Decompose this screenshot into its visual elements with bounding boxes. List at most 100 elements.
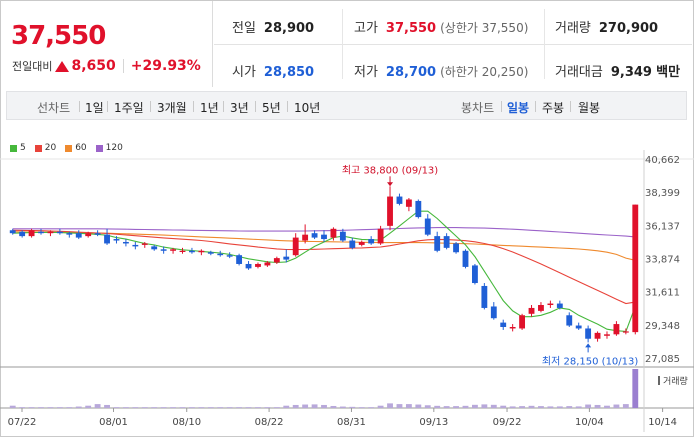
volume-bar bbox=[104, 404, 110, 408]
volume-bar bbox=[94, 404, 101, 408]
divider bbox=[79, 101, 80, 112]
stat-label: 저가 bbox=[354, 65, 378, 80]
divider bbox=[223, 101, 224, 112]
volume-bar bbox=[405, 404, 412, 408]
volume-bar bbox=[509, 406, 516, 408]
quote-stats: 전일 28,900 고가 37,550 (상한가 37,550) 거래량 270,900… bbox=[214, 1, 692, 87]
stat-open: 시가 28,850 bbox=[232, 61, 314, 80]
volume-bar bbox=[38, 407, 44, 408]
legend-swatch bbox=[10, 144, 17, 152]
candle-body bbox=[321, 234, 327, 240]
candle-body bbox=[424, 218, 431, 235]
volume-bar bbox=[66, 407, 73, 408]
ma20-line bbox=[12, 229, 636, 305]
x-tick-label: 10/04 bbox=[575, 417, 604, 428]
volume-bar bbox=[368, 407, 375, 408]
volume-bar bbox=[179, 407, 186, 408]
volume-bar bbox=[113, 407, 120, 408]
y-tick-label: 29,348 bbox=[645, 321, 680, 332]
candle-weekly[interactable]: 주봉 bbox=[542, 101, 565, 115]
volume-bar bbox=[198, 407, 205, 408]
volume-bar bbox=[19, 407, 26, 408]
low-annotation: 최저 28,150 (10/13) bbox=[542, 355, 638, 367]
candle-daily[interactable]: 일봉 bbox=[507, 101, 530, 115]
stat-value: 28,700 bbox=[385, 65, 437, 80]
change-row: 전일대비 8,650 +29.93% bbox=[12, 58, 201, 74]
candle-monthly[interactable]: 월봉 bbox=[578, 101, 601, 115]
divider bbox=[107, 101, 108, 112]
volume-bar bbox=[538, 406, 544, 408]
candle-body bbox=[509, 327, 516, 329]
volume-bar bbox=[207, 407, 214, 408]
range-3m[interactable]: 3개월 bbox=[157, 101, 187, 115]
volume-bar bbox=[434, 405, 441, 408]
legend-label: 20 bbox=[44, 143, 57, 153]
divider bbox=[501, 101, 502, 112]
volume-bar bbox=[377, 405, 384, 408]
range-1y[interactable]: 1년 bbox=[200, 101, 219, 115]
divider bbox=[122, 59, 124, 73]
volume-bar bbox=[85, 405, 92, 408]
stat-prev-close: 전일 28,900 bbox=[232, 17, 314, 36]
legend-ma20: 20 bbox=[34, 143, 57, 153]
volume-bar bbox=[47, 407, 54, 408]
candle-body bbox=[368, 239, 375, 244]
volume-bar bbox=[585, 404, 592, 408]
up-arrow-icon bbox=[55, 60, 70, 72]
line-chart-label[interactable]: 선차트 bbox=[37, 101, 71, 115]
volume-bar bbox=[358, 407, 365, 408]
candle-body bbox=[481, 285, 488, 308]
range-1w[interactable]: 1주일 bbox=[114, 101, 144, 115]
lower-limit: (하한가 20,250) bbox=[440, 65, 529, 79]
change-value: 8,650 bbox=[71, 58, 116, 74]
x-tick-label: 10/14 bbox=[648, 417, 677, 428]
stat-high: 고가 37,550 (상한가 37,550) bbox=[354, 17, 528, 36]
range-10y[interactable]: 10년 bbox=[294, 101, 321, 115]
y-tick-label: 27,085 bbox=[645, 354, 680, 365]
candle-body bbox=[9, 230, 16, 234]
volume-bar bbox=[141, 407, 148, 408]
ma-legend: 5 20 60 120 bbox=[10, 143, 132, 153]
legend-ma60: 60 bbox=[65, 143, 87, 153]
x-tick-label: 08/01 bbox=[99, 417, 128, 428]
candle-body bbox=[613, 324, 620, 335]
volume-bar bbox=[255, 407, 261, 408]
volume-bar bbox=[349, 406, 356, 408]
range-5y[interactable]: 5년 bbox=[262, 101, 281, 115]
volume-bar bbox=[415, 404, 422, 408]
volume-bar bbox=[528, 405, 535, 408]
range-1d[interactable]: 1일 bbox=[85, 101, 104, 115]
x-tick-label: 08/31 bbox=[337, 417, 366, 428]
candle-body bbox=[179, 250, 186, 252]
volume-bar bbox=[396, 404, 403, 408]
volume-label: 거래량 bbox=[663, 375, 688, 387]
candle-chart-label[interactable]: 봉차트 bbox=[461, 101, 495, 115]
divider bbox=[570, 101, 571, 112]
stat-low: 저가 28,700 (하한가 20,250) bbox=[354, 61, 528, 80]
volume-bar bbox=[443, 406, 450, 408]
volume-bar bbox=[245, 407, 252, 408]
volume-bar bbox=[189, 407, 195, 408]
legend-swatch bbox=[65, 144, 73, 152]
volume-bar bbox=[264, 407, 271, 408]
candle-body bbox=[85, 233, 92, 237]
volume-bar bbox=[519, 406, 526, 408]
volume-bar bbox=[151, 407, 158, 408]
volume-bar bbox=[604, 405, 610, 408]
candle-body bbox=[47, 231, 54, 234]
candle-body bbox=[604, 334, 610, 336]
volume-bar bbox=[170, 407, 176, 408]
candle-body bbox=[292, 237, 299, 256]
candle-body bbox=[141, 243, 148, 245]
legend-ma5: 5 bbox=[10, 143, 26, 153]
candle-body bbox=[453, 243, 459, 253]
candle-body bbox=[632, 204, 639, 333]
candle-body bbox=[472, 265, 478, 284]
candle-body bbox=[405, 199, 412, 207]
range-3y[interactable]: 3년 bbox=[230, 101, 249, 115]
divider bbox=[342, 9, 343, 79]
volume-bar bbox=[236, 407, 243, 408]
candle-body bbox=[226, 255, 233, 257]
volume-bar bbox=[321, 404, 327, 408]
candle-body bbox=[443, 236, 450, 248]
